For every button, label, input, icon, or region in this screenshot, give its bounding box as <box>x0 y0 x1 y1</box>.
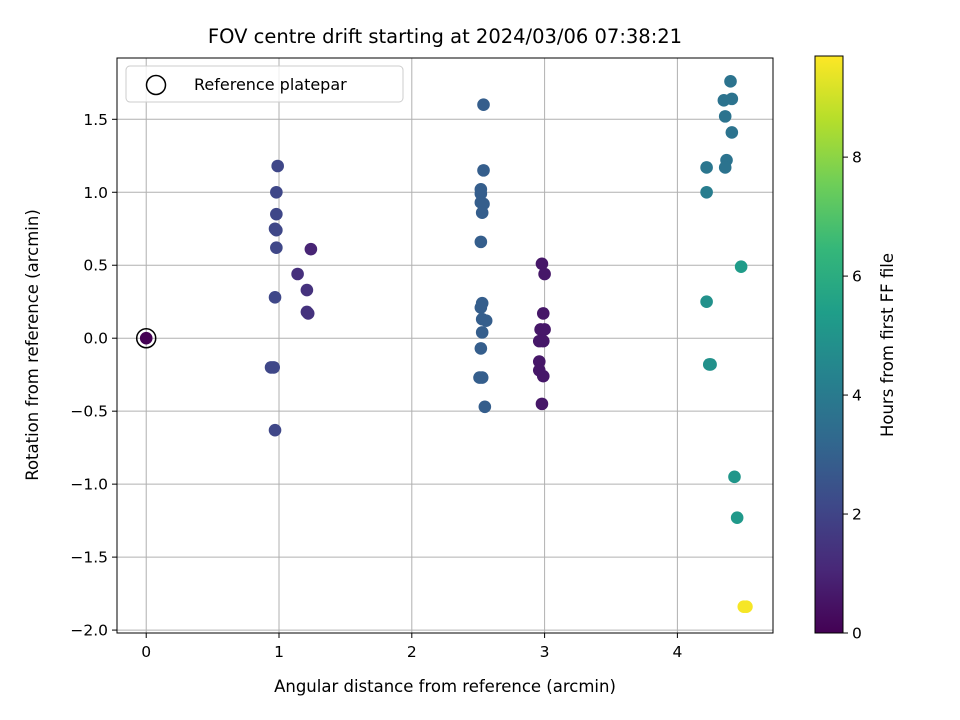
colorbar-tick-label: 6 <box>852 268 862 286</box>
scatter-point <box>538 267 551 281</box>
scatter-point <box>718 161 732 174</box>
legend-box <box>125 65 404 103</box>
scatter-point <box>304 242 318 256</box>
colorbar-strip <box>815 56 843 633</box>
reference-platepar-marker <box>135 327 157 349</box>
scatter-point <box>301 307 315 320</box>
scatter-point <box>700 185 713 199</box>
scatter-point <box>268 423 282 437</box>
colorbar-tick-label: 8 <box>852 149 862 167</box>
gridlines <box>117 58 773 633</box>
colorbar-tick-label: 2 <box>852 506 862 524</box>
y-tick-label: −2.0 <box>70 622 108 640</box>
scatter-point <box>270 241 283 255</box>
scatter-point <box>724 75 737 88</box>
legend-entry-reference: Reference platepar <box>194 75 347 94</box>
scatter-point <box>704 358 717 371</box>
scatter-point <box>477 164 490 177</box>
legend: Reference platepar <box>125 65 404 103</box>
scatter-point <box>725 92 739 106</box>
scatter-point <box>532 355 546 368</box>
y-tick-label: −1.0 <box>70 476 108 494</box>
scatter-point <box>474 301 488 314</box>
scatter-point <box>270 185 283 199</box>
scatter-point <box>270 223 283 237</box>
scatter-point <box>268 291 282 304</box>
chart-title: FOV centre drift starting at 2024/03/06 … <box>208 25 682 48</box>
scatter-point <box>477 98 490 112</box>
y-axis-label: Rotation from reference (arcmin) <box>23 209 42 481</box>
scatter-point <box>700 161 713 174</box>
scatter-point <box>270 207 283 221</box>
colorbar-frame <box>814 55 844 634</box>
scatter-point <box>271 159 284 173</box>
scatter-point <box>475 371 489 384</box>
x-tick-label: 2 <box>407 643 417 661</box>
y-tick-label: 1.0 <box>83 184 108 202</box>
scatter-point <box>478 400 492 414</box>
scatter-point <box>700 295 713 309</box>
scatter-point <box>474 187 488 201</box>
y-tick-label: −1.5 <box>70 549 108 567</box>
y-tick-label: 1.5 <box>83 111 108 129</box>
colorbar-tick-label: 0 <box>852 625 862 643</box>
scatter-point <box>300 283 314 297</box>
colorbar-label: Hours from first FF file <box>878 253 897 437</box>
scatter-point <box>725 126 739 139</box>
scatter-point <box>474 342 488 355</box>
scatter-point <box>479 314 493 327</box>
x-axis-ticks: 0 1 2 3 4 <box>141 633 682 661</box>
x-tick-label: 0 <box>141 643 151 661</box>
scatter-point <box>730 511 744 525</box>
y-axis-ticks: −2.0 −1.5 −1.0 −0.5 0.0 0.5 1.0 1.5 <box>70 111 117 640</box>
scatter-point <box>536 369 550 383</box>
legend-marker-reference <box>145 74 167 96</box>
y-tick-label: 0.0 <box>83 330 108 348</box>
x-axis-label: Angular distance from reference (arcmin) <box>274 677 616 696</box>
scatter-point <box>475 326 489 339</box>
scatter-point <box>267 361 280 374</box>
plot-area: 0 1 2 3 4 −2.0 −1.5 −1.0 −0.5 0.0 0.5 1.0 1.5 <box>70 57 774 661</box>
colorbar: 0 2 4 6 8 Hours from first FF file <box>814 55 897 643</box>
plot-background <box>117 58 773 633</box>
x-tick-label: 4 <box>672 643 682 661</box>
scatter-point <box>535 397 549 411</box>
x-tick-label: 3 <box>540 643 550 661</box>
x-tick-label: 1 <box>274 643 284 661</box>
scatter-point <box>536 334 550 348</box>
scatter-point <box>536 307 550 320</box>
scatter-point <box>475 206 489 219</box>
scatter-point <box>718 110 732 123</box>
scatter-point <box>139 331 153 345</box>
scatter-point <box>740 600 753 614</box>
scatter-point <box>291 267 304 281</box>
colorbar-tick-label: 4 <box>852 387 862 405</box>
y-tick-label: −0.5 <box>70 403 108 421</box>
scatter-points <box>135 75 753 614</box>
colorbar-ticks: 0 2 4 6 8 <box>843 149 862 643</box>
scatter-point <box>728 470 741 484</box>
scatter-point <box>734 260 748 273</box>
plot-frame <box>116 57 774 634</box>
scatter-point <box>538 323 551 336</box>
scatter-point <box>535 257 549 271</box>
y-tick-label: 0.5 <box>83 257 108 275</box>
scatter-point <box>474 235 488 249</box>
